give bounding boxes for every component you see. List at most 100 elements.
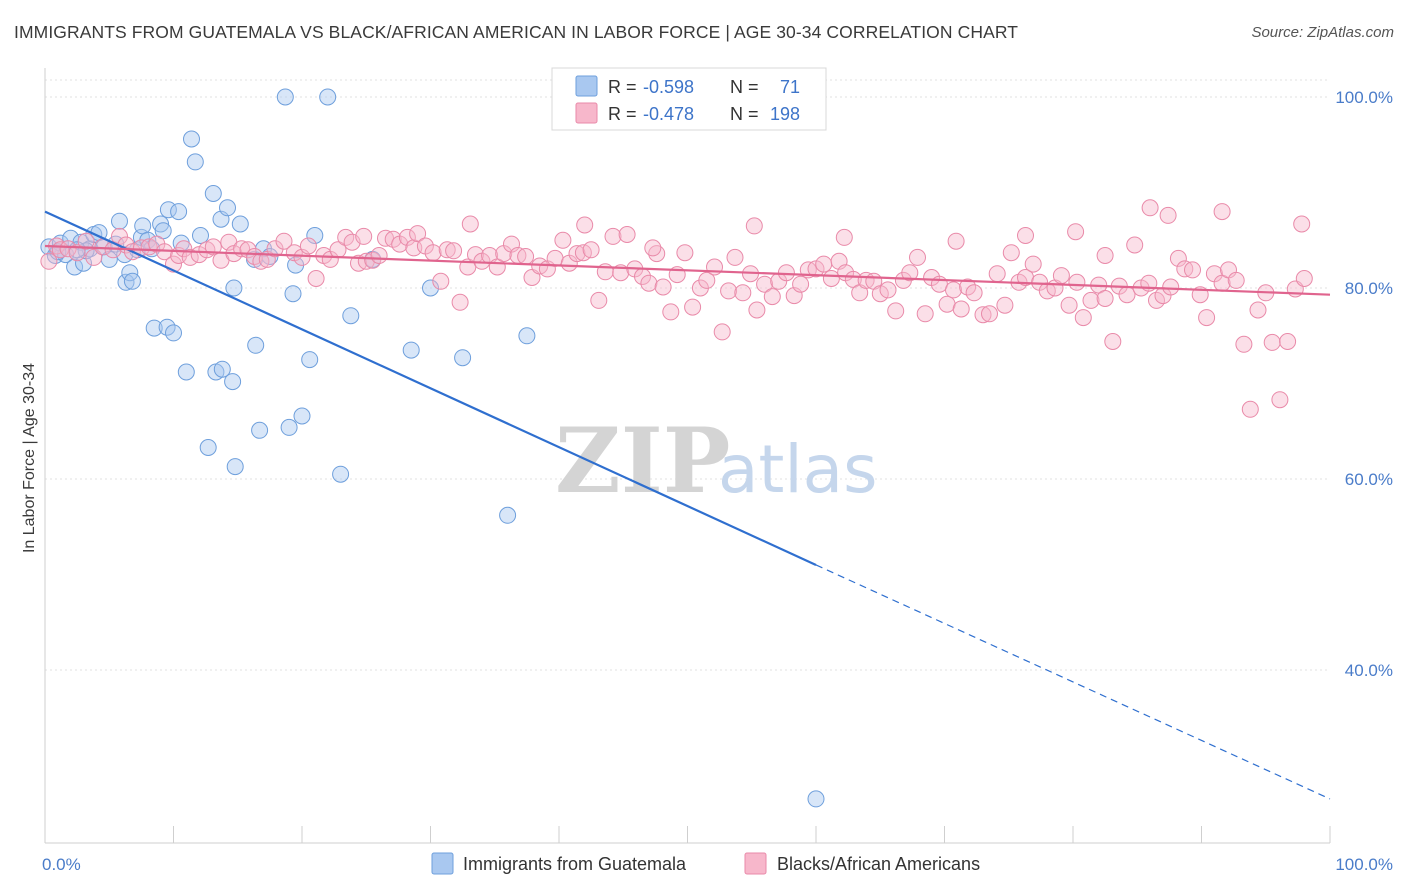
black-point-108 — [822, 270, 840, 287]
chart-source: Source: ZipAtlas.com — [1251, 24, 1394, 41]
legend-n-value-2: 198 — [770, 104, 800, 124]
guatemala-point-66 — [518, 327, 536, 345]
guatemala-point-36 — [199, 439, 217, 456]
guatemala-point-37 — [204, 185, 222, 202]
guatemala-point-48 — [251, 421, 269, 439]
guatemala-point-29 — [165, 324, 182, 342]
black-trend-line — [44, 244, 1331, 296]
black-point-156 — [1169, 249, 1187, 267]
watermark-zip: ZIP — [555, 408, 730, 514]
black-point-91 — [698, 271, 716, 289]
watermark: ZIP atlas — [555, 408, 878, 514]
guatemala-point-28 — [159, 201, 177, 219]
legend-swatch-guatemala — [575, 75, 598, 97]
black-point-141 — [1060, 296, 1078, 314]
legend-r-value-1: -0.598 — [643, 77, 694, 97]
black-point-78 — [604, 227, 622, 245]
black-point-83 — [640, 274, 658, 292]
trend-lines — [44, 210, 1331, 800]
black-point-144 — [1082, 291, 1100, 309]
guatemala-point-58 — [319, 88, 337, 106]
x-tick-label-1: 100.0% — [1335, 855, 1393, 874]
black-point-125 — [945, 281, 962, 299]
black-point-53 — [424, 244, 442, 262]
guatemala-trend-extension — [815, 564, 1331, 800]
black-point-117 — [887, 302, 905, 320]
guatemala-point-47 — [247, 336, 265, 354]
black-point-94 — [720, 282, 738, 300]
black-point-128 — [965, 284, 983, 302]
black-point-66 — [517, 248, 535, 265]
black-point-4 — [68, 244, 86, 262]
black-point-173 — [1293, 215, 1311, 233]
black-point-132 — [996, 296, 1014, 314]
y-tick-label-3: 40.0% — [1345, 661, 1393, 680]
correlation-legend: R = -0.598 N = 71 R = -0.478 N = 198 — [551, 67, 827, 131]
legend-n-label-2: N = — [730, 104, 759, 124]
guatemala-point-32 — [177, 363, 195, 381]
legend-swatch-black — [575, 102, 598, 124]
black-point-76 — [590, 291, 608, 309]
black-point-165 — [1235, 335, 1253, 353]
black-point-177 — [1213, 203, 1231, 221]
black-point-140 — [1052, 267, 1070, 285]
legend-n-value-1: 71 — [780, 77, 800, 97]
black-point-107 — [815, 255, 833, 273]
legend-r-value-2: -0.478 — [643, 104, 694, 124]
black-point-166 — [1241, 400, 1259, 418]
black-point-133 — [1002, 244, 1020, 262]
black-point-80 — [618, 226, 636, 243]
y-tick-label-1: 80.0% — [1345, 279, 1393, 298]
guatemala-point-16 — [117, 273, 135, 291]
black-point-99 — [756, 275, 774, 293]
black-point-175 — [1141, 199, 1159, 217]
guatemala-point-35 — [192, 227, 209, 244]
black-point-119 — [901, 264, 919, 282]
black-point-18 — [175, 240, 193, 258]
black-point-0 — [40, 252, 58, 270]
black-point-176 — [1159, 206, 1177, 224]
y-tick-label-0: 100.0% — [1335, 88, 1393, 107]
guatemala-point-25 — [152, 215, 170, 233]
black-point-127 — [959, 278, 977, 296]
black-point-185 — [355, 227, 373, 245]
black-point-102 — [777, 264, 795, 282]
black-point-116 — [879, 281, 897, 299]
black-point-160 — [1198, 309, 1216, 327]
guatemala-point-30 — [170, 203, 188, 221]
series-legend: Immigrants from Guatemala Blacks/African… — [431, 852, 980, 875]
black-point-150 — [1126, 236, 1144, 254]
black-point-182 — [835, 228, 853, 246]
black-point-181 — [1067, 223, 1085, 241]
black-point-85 — [654, 278, 672, 296]
guatemala-point-53 — [284, 285, 302, 303]
black-point-73 — [568, 245, 586, 263]
black-point-149 — [1118, 286, 1136, 304]
guatemala-point-56 — [301, 351, 319, 369]
guatemala-point-44 — [226, 458, 244, 476]
black-point-146 — [1096, 290, 1114, 307]
guatemala-trend-line — [44, 210, 817, 566]
legend-box — [551, 67, 827, 131]
black-point-89 — [684, 298, 702, 316]
chart-title: IMMIGRANTS FROM GUATEMALA VS BLACK/AFRIC… — [14, 22, 1019, 42]
y-axis-title: In Labor Force | Age 30-34 — [21, 363, 38, 553]
black-point-49 — [398, 228, 416, 246]
black-point-131 — [988, 265, 1006, 283]
black-point-71 — [554, 231, 572, 249]
guatemala-point-42 — [224, 373, 242, 391]
grid-lines — [45, 79, 1330, 671]
axes — [44, 68, 1331, 844]
black-point-55 — [438, 241, 456, 259]
black-point-45 — [370, 247, 388, 264]
black-point-126 — [952, 300, 970, 318]
legend-r-label-1: R = — [608, 77, 637, 97]
guatemala-point-62 — [402, 341, 420, 359]
black-point-70 — [546, 249, 564, 267]
black-point-142 — [1068, 273, 1086, 291]
black-point-57 — [451, 293, 469, 311]
black-point-86 — [662, 303, 680, 321]
guatemala-point-63 — [422, 279, 439, 297]
black-point-143 — [1074, 309, 1092, 327]
black-point-170 — [1271, 391, 1289, 409]
